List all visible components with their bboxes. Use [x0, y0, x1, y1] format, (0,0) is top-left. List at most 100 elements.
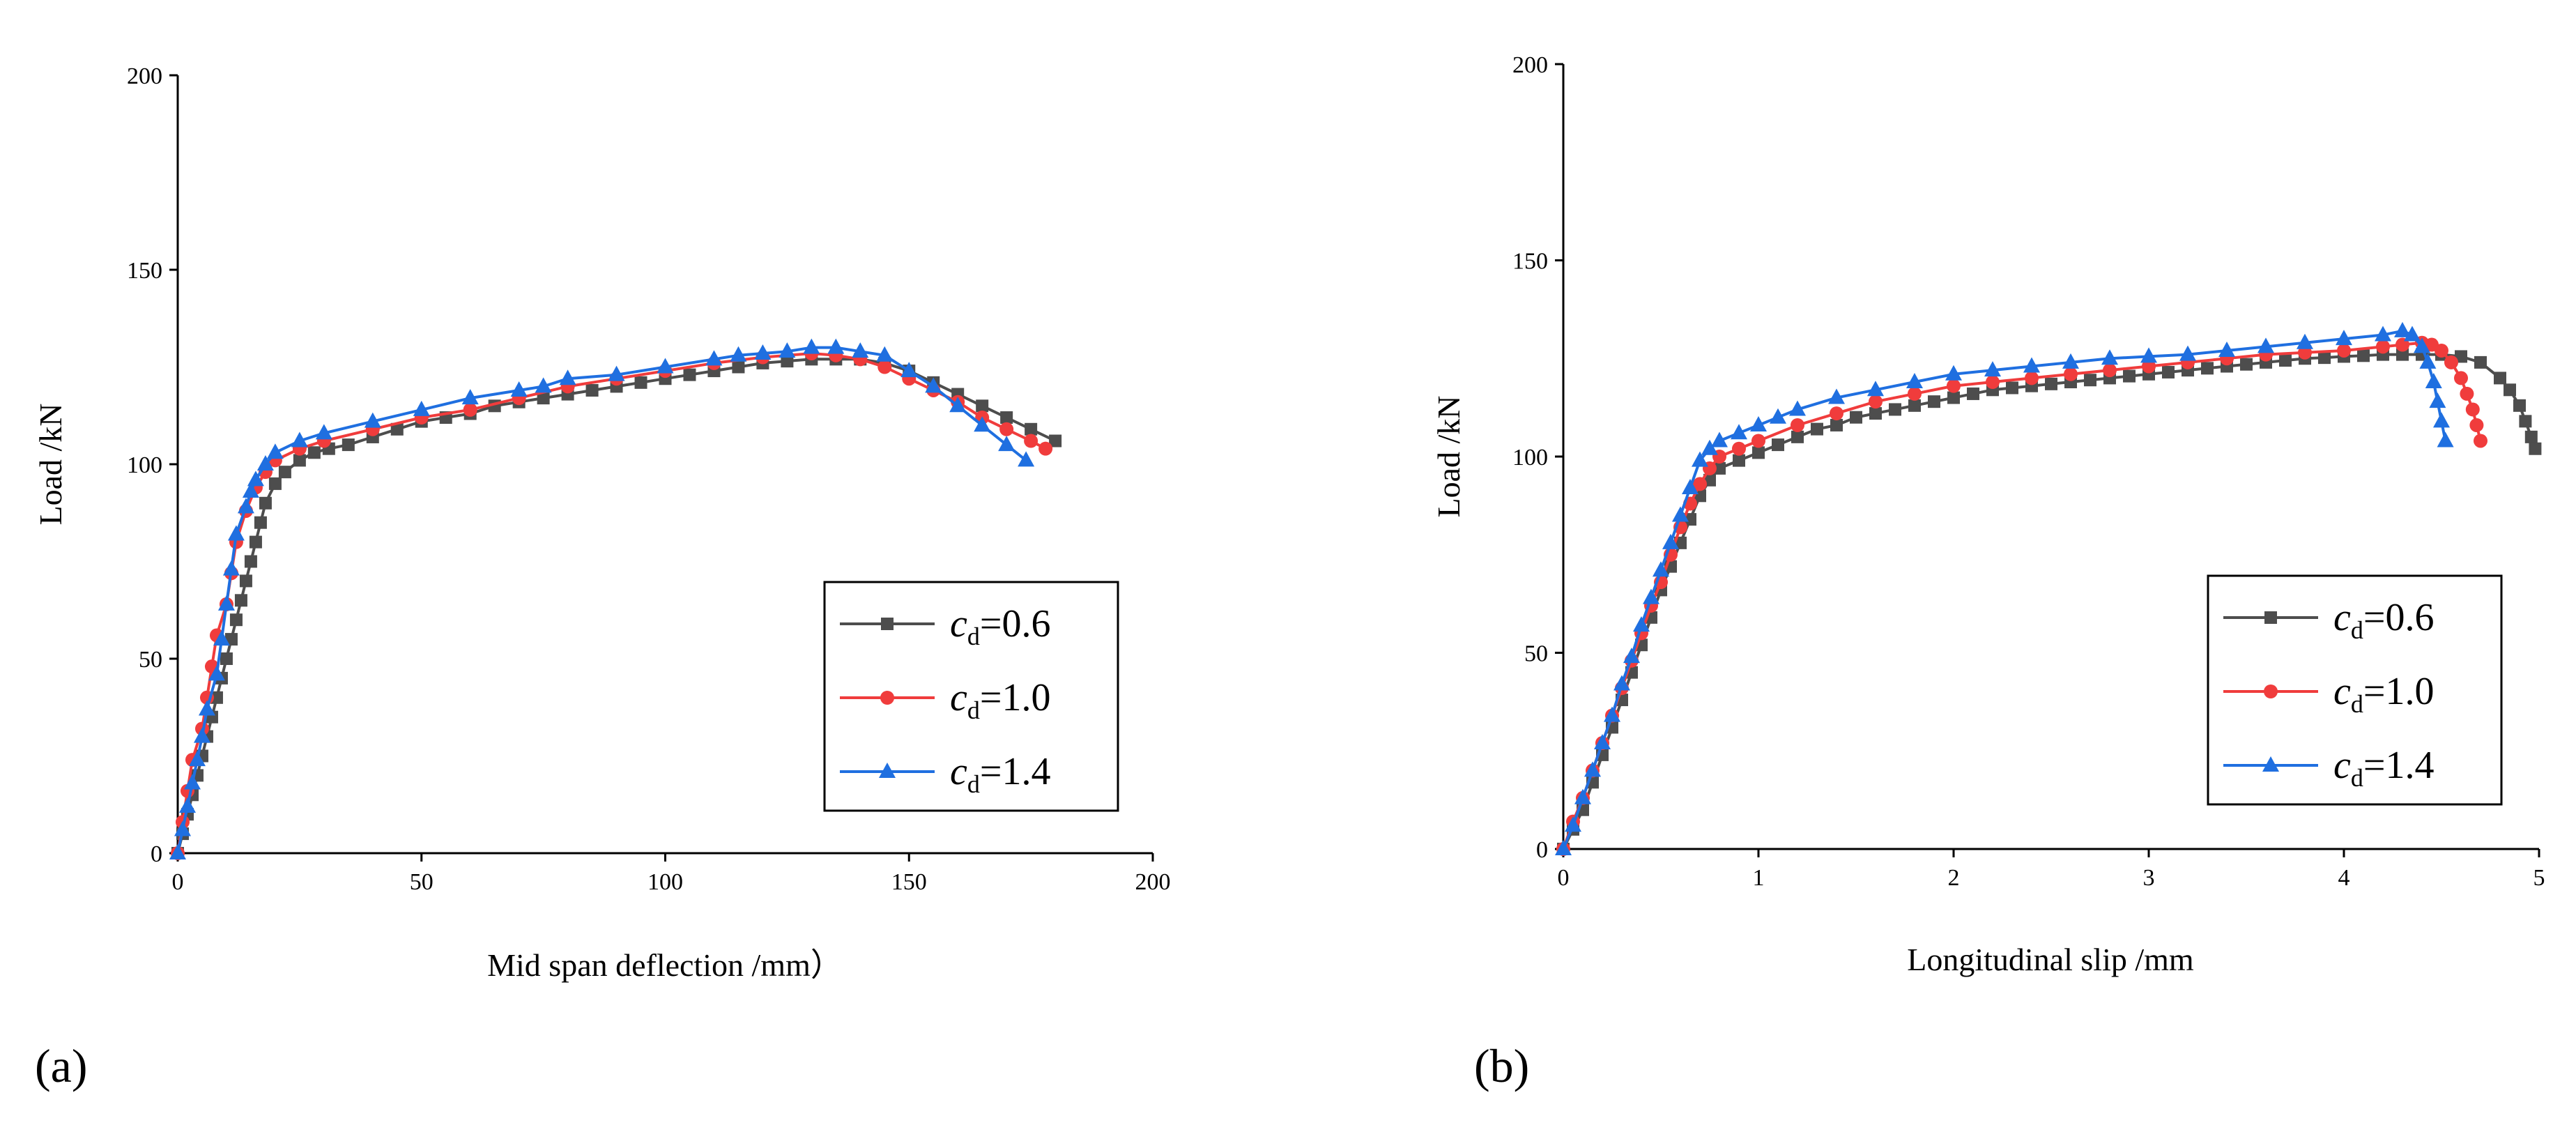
legend-value: =0.6 — [980, 602, 1051, 645]
legend-value: =1.0 — [2363, 670, 2435, 713]
data-point — [1751, 434, 1765, 448]
data-point — [1867, 381, 1884, 397]
legend-subscript: d — [967, 622, 980, 650]
data-point — [266, 443, 284, 459]
data-point — [1613, 675, 1630, 691]
data-point — [239, 574, 252, 588]
data-point — [2257, 337, 2274, 353]
legend-label: cd=1.0 — [950, 676, 1050, 724]
data-point — [307, 446, 321, 459]
legend-label: cd=0.6 — [2333, 596, 2434, 644]
data-point — [2064, 367, 2078, 381]
data-point — [1672, 506, 1689, 522]
data-point — [2429, 392, 2446, 408]
x-tick-label: 2 — [1948, 865, 1960, 891]
data-point — [2357, 349, 2370, 362]
data-point — [247, 471, 264, 487]
data-point — [2519, 415, 2532, 428]
data-point — [1732, 441, 1746, 456]
panel-label-a: (a) — [35, 1039, 87, 1092]
data-point — [217, 595, 235, 611]
legend-subscript: d — [967, 696, 980, 724]
data-point — [657, 358, 674, 374]
data-point — [1908, 399, 1921, 412]
x-axis-title: Longitudinal slip /mm — [1907, 942, 2194, 977]
data-point — [1772, 438, 1784, 452]
data-point — [976, 399, 989, 413]
data-point — [1653, 561, 1669, 577]
data-point — [781, 355, 794, 368]
x-tick-label: 0 — [172, 869, 184, 895]
data-point — [1565, 816, 1581, 832]
legend-marker — [879, 763, 896, 778]
data-point — [1869, 395, 1883, 409]
data-point — [2394, 321, 2411, 337]
data-point — [2101, 349, 2118, 365]
data-point — [2414, 337, 2430, 353]
legend-symbol: c — [950, 676, 967, 719]
legend-label: cd=1.4 — [2333, 744, 2434, 792]
data-point — [463, 402, 477, 417]
data-point — [1038, 441, 1053, 456]
data-point — [585, 383, 599, 397]
data-point — [2437, 431, 2454, 448]
x-tick-label: 200 — [1135, 869, 1171, 895]
data-point — [1713, 461, 1726, 475]
data-point — [237, 498, 254, 514]
series-layer — [169, 338, 1062, 860]
data-point — [1947, 391, 1960, 404]
data-point — [730, 346, 747, 362]
y-axis-title: Load /kN — [1431, 395, 1466, 517]
data-point — [2337, 343, 2351, 358]
data-point — [1830, 418, 1843, 431]
x-tick-label: 3 — [2143, 865, 2155, 891]
data-point — [537, 392, 550, 405]
data-point — [1711, 431, 1728, 448]
data-point — [222, 560, 240, 576]
data-point — [827, 338, 845, 354]
data-point — [2433, 412, 2450, 428]
data-point — [2513, 399, 2526, 412]
x-axis-title: Mid span deflection /mm） — [487, 947, 843, 983]
data-point — [1701, 439, 1718, 455]
legend-entry: cd=1.4 — [2223, 744, 2434, 792]
data-point — [2419, 353, 2437, 369]
data-point — [1684, 513, 1696, 526]
data-point — [208, 665, 225, 681]
data-point — [461, 389, 479, 405]
data-point — [1574, 788, 1591, 804]
data-point — [1733, 454, 1745, 467]
data-point — [2297, 333, 2313, 349]
data-point — [2474, 355, 2487, 369]
legend-marker — [2262, 756, 2279, 772]
data-point — [925, 377, 942, 393]
panel-label-b: (b) — [1474, 1039, 1529, 1092]
data-point — [342, 438, 355, 452]
data-point — [413, 400, 430, 416]
data-point — [2494, 372, 2506, 385]
y-tick-label: 200 — [127, 63, 162, 89]
data-point — [1693, 477, 1707, 491]
data-point — [949, 397, 967, 413]
data-point — [634, 376, 647, 389]
data-point — [220, 652, 233, 665]
data-point — [2103, 363, 2117, 378]
data-point — [259, 496, 272, 510]
data-point — [974, 416, 991, 432]
data-point — [227, 525, 245, 541]
data-point — [390, 422, 404, 436]
data-point — [2504, 383, 2516, 397]
x-tick-label: 150 — [891, 869, 927, 895]
legend-entry: cd=1.0 — [2223, 670, 2434, 718]
data-point — [1830, 406, 1843, 421]
legend-symbol: c — [2333, 596, 2351, 639]
data-point — [1555, 840, 1572, 855]
data-point — [683, 368, 696, 381]
data-point — [803, 338, 820, 354]
legend-symbol: c — [2333, 670, 2351, 713]
data-point — [2465, 402, 2480, 417]
data-point — [2006, 381, 2018, 395]
legend-value: =1.0 — [980, 676, 1051, 719]
